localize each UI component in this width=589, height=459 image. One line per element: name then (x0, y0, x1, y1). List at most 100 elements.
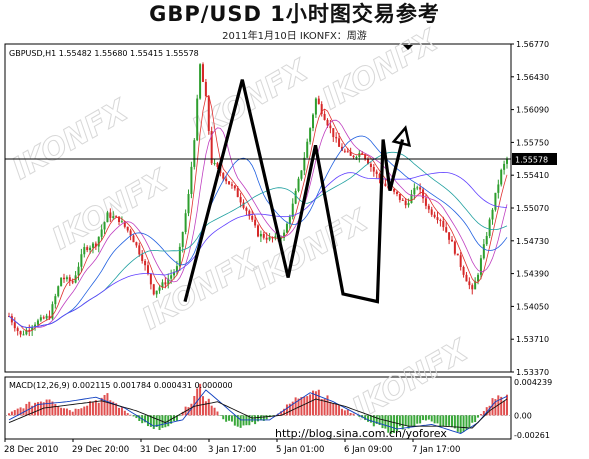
candle (375, 169, 378, 179)
candle (485, 232, 488, 246)
candle (453, 240, 456, 256)
candle (132, 234, 135, 243)
y-tick-label: 1.55410 (516, 171, 549, 180)
candle (68, 274, 71, 286)
candle (257, 224, 259, 238)
candle (459, 252, 462, 271)
candle (306, 138, 309, 159)
candle (65, 275, 68, 282)
candle (323, 110, 326, 121)
candle (332, 128, 335, 142)
candle (283, 229, 286, 241)
candle (19, 330, 22, 338)
candle (164, 277, 167, 289)
candle (184, 209, 187, 235)
candle (294, 188, 297, 205)
macd-line (8, 389, 508, 434)
x-tick-label: 6 Jan 09:00 (344, 445, 392, 455)
candle (63, 273, 66, 283)
candle (196, 94, 199, 142)
candle (161, 279, 164, 290)
candle (199, 63, 202, 100)
candle (442, 216, 445, 231)
x-tick-label: 31 Dec 04:00 (140, 445, 197, 455)
candle (109, 208, 112, 222)
candle (413, 183, 416, 200)
candle (138, 242, 141, 257)
current-price-label: 1.55578 (515, 155, 548, 164)
candle (410, 189, 413, 204)
macd-layer (5, 383, 511, 434)
candle (494, 192, 497, 212)
candle (500, 168, 503, 187)
candle (450, 235, 453, 242)
candle (427, 203, 430, 214)
candle (42, 315, 45, 320)
x-tick-label: 7 Jan 17:00 (412, 445, 460, 455)
candle (439, 218, 442, 227)
candle (239, 192, 242, 208)
candle (320, 101, 323, 117)
price-layer (8, 62, 508, 338)
candle (13, 317, 16, 332)
trend-arrow-icon (391, 125, 412, 148)
candle (144, 259, 147, 271)
candle (433, 211, 436, 219)
y-tick-label: 1.55750 (516, 138, 549, 147)
candle (149, 273, 152, 290)
candle (378, 172, 381, 184)
candle (216, 161, 219, 170)
candle (317, 95, 320, 105)
source-url[interactable]: http://blog.sina.com.cn/yoforex (275, 427, 447, 440)
candle (22, 330, 25, 336)
moving-average-line (8, 119, 508, 328)
candle (167, 273, 170, 289)
candle (54, 293, 57, 309)
candle (468, 277, 471, 290)
candle (118, 216, 121, 226)
candle (158, 285, 161, 294)
candle (100, 224, 103, 241)
x-tick-label: 5 Jan 01:00 (276, 445, 324, 455)
candle (471, 283, 474, 295)
candle (230, 181, 233, 189)
moving-averages-layer (8, 95, 508, 332)
candle (285, 221, 288, 234)
candle (367, 157, 370, 165)
candle (303, 152, 306, 176)
candle (488, 217, 491, 239)
candle (401, 198, 404, 201)
candle (372, 164, 375, 177)
macd-y-tick-label: -0.00261 (514, 431, 550, 440)
candle (207, 95, 210, 135)
candle (97, 236, 100, 253)
candle (462, 265, 465, 278)
candle (106, 210, 109, 223)
candle (335, 132, 338, 143)
candle (259, 230, 262, 243)
candle (497, 179, 500, 199)
candle (456, 253, 459, 256)
candle (300, 170, 303, 181)
y-tick-label: 1.56770 (516, 40, 549, 49)
candle (491, 207, 494, 225)
y-tick-label: 1.53710 (516, 335, 549, 344)
macd-y-tick-label: 0.004239 (514, 378, 552, 387)
candle (126, 226, 129, 233)
candle (288, 214, 291, 230)
candle (201, 62, 204, 83)
candle (80, 248, 83, 272)
macd-line (8, 398, 508, 429)
chart-title: GBP/USD 1小时图交易参考 (149, 2, 440, 26)
y-tick-label: 1.54390 (516, 270, 549, 279)
candle (225, 176, 228, 185)
x-tick-label: 29 Dec 20:00 (72, 445, 129, 455)
y-tick-label: 1.54730 (516, 237, 549, 246)
candle (268, 233, 271, 242)
candle (228, 181, 231, 185)
candle (173, 269, 176, 280)
candle (57, 285, 60, 298)
candle (86, 245, 89, 253)
candle (233, 185, 236, 191)
